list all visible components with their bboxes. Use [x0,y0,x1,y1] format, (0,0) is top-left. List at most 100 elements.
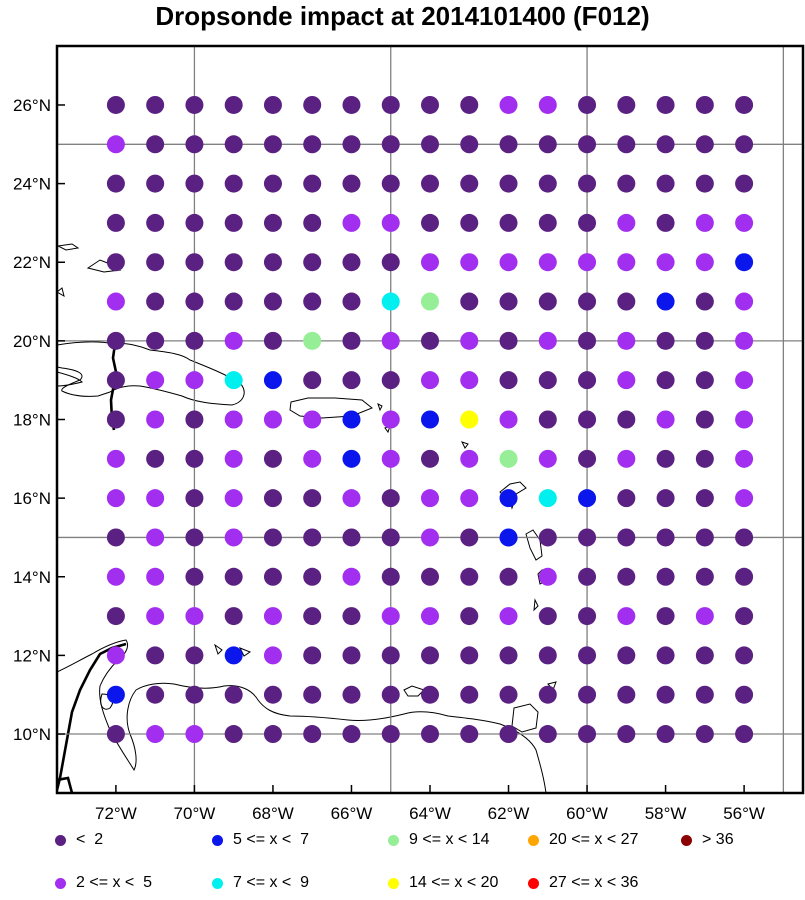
impact-dot [695,685,714,704]
impact-dot [263,174,282,193]
impact-dot [106,292,125,311]
legend-item: > 36 [681,830,734,850]
impact-dot [538,685,557,704]
impact-dot [106,331,125,350]
impact-dot [106,449,125,468]
legend-item: 5 <= x < 7 [212,830,309,850]
lat-label: 14°N [13,568,51,587]
impact-dot [656,331,675,350]
impact-dot [460,371,479,390]
impact-dot [303,331,322,350]
legend-label: 7 <= x < 9 [233,874,310,891]
impact-dot [578,607,597,626]
impact-dot [735,725,754,744]
impact-dot [656,646,675,665]
legend-item: 14 <= x < 20 [388,873,498,893]
lat-label: 18°N [13,411,51,430]
impact-dot [656,567,675,586]
impact-dot [146,528,165,547]
legend-item: 2 <= x < 5 [55,873,152,893]
impact-dot [146,725,165,744]
impact-dot [342,685,361,704]
impact-dot [499,607,518,626]
impact-dot [421,331,439,350]
impact-dot [342,213,361,232]
impact-dot [656,213,675,232]
impact-dot [421,725,439,744]
impact-dot [735,646,754,665]
impact-dot [342,607,361,626]
impact-dot [460,135,479,154]
impact-dot [185,410,204,429]
impact-dot [303,174,322,193]
impact-dot [185,95,204,114]
impact-dot [735,567,754,586]
impact-dot [342,371,361,390]
impact-dot [146,331,165,350]
impact-dot [499,213,518,232]
impact-dot [735,371,754,390]
coastline-trinidad [511,703,539,733]
impact-dot [538,607,557,626]
legend-swatch [681,834,692,846]
impact-dot [381,331,400,350]
impact-dot [695,135,714,154]
lon-label: 56°W [723,804,765,823]
impact-dot [381,528,400,547]
impact-dot [303,607,322,626]
impact-dot [695,95,714,114]
impact-dot [656,253,675,272]
impact-dot [656,410,675,429]
impact-dot [263,725,282,744]
impact-dot [263,567,282,586]
impact-dot [185,371,204,390]
impact-dot [695,410,714,429]
impact-dot [735,607,754,626]
impact-dot [146,371,165,390]
impact-dot [460,528,479,547]
impact-dot [421,135,439,154]
impact-dot [224,95,243,114]
impact-dot [224,331,243,350]
impact-dot [538,331,557,350]
lon-label: 60°W [566,804,608,823]
impact-dot [499,449,518,468]
border-south [57,776,74,793]
legend-swatch [528,877,539,889]
impact-dot [735,331,754,350]
impact-dot [421,567,439,586]
impact-dot [303,95,322,114]
impact-dot [342,410,361,429]
impact-dot [695,331,714,350]
impact-dot [263,253,282,272]
impact-dot [656,292,675,311]
impact-dot [617,725,636,744]
impact-dot [263,646,282,665]
impact-dot [617,646,636,665]
impact-dot [578,725,597,744]
impact-dot [538,135,557,154]
impact-dot [185,253,204,272]
impact-dot [263,331,282,350]
impact-dot [224,449,243,468]
impact-dot [735,410,754,429]
impact-dot [578,253,597,272]
impact-dot [421,95,439,114]
impact-dot [695,213,714,232]
legend-item: 7 <= x < 9 [212,873,309,893]
impact-dot [224,646,243,665]
impact-dot [499,331,518,350]
impact-dot [185,331,204,350]
impact-dot [499,646,518,665]
impact-dot [421,253,439,272]
legend-swatch [55,834,66,846]
legend-swatch [212,834,223,846]
legend-label: 9 <= x < 14 [409,831,490,848]
latitude-labels: 26°N 24°N 22°N 20°N 18°N 16°N 14°N 12°N 10°N [13,96,65,744]
impact-dot [381,292,400,311]
impact-dot [735,95,754,114]
impact-dot [224,371,243,390]
legend-label: > 36 [702,831,734,848]
impact-dot [538,174,557,193]
impact-dot [499,174,518,193]
